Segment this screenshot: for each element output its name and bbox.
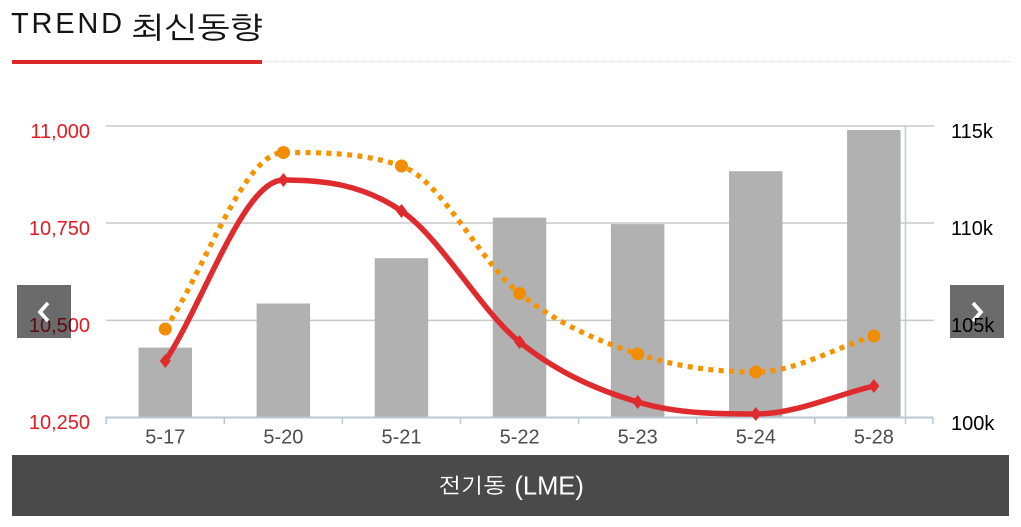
svg-text:5-23: 5-23 xyxy=(618,427,658,449)
svg-text:5-21: 5-21 xyxy=(381,427,421,449)
svg-text:5-24: 5-24 xyxy=(736,427,776,449)
svg-text:10,750: 10,750 xyxy=(29,218,90,240)
svg-text:10,250: 10,250 xyxy=(29,412,90,434)
svg-text:5-22: 5-22 xyxy=(500,427,540,449)
svg-text:105k: 105k xyxy=(951,315,995,337)
svg-text:100k: 100k xyxy=(951,413,995,435)
svg-text:5-28: 5-28 xyxy=(854,427,894,449)
svg-text:5-20: 5-20 xyxy=(263,427,303,449)
svg-text:110k: 110k xyxy=(951,218,994,240)
svg-text:115k: 115k xyxy=(951,121,994,143)
svg-text:11,000: 11,000 xyxy=(30,121,90,143)
svg-text:5-17: 5-17 xyxy=(145,427,185,449)
